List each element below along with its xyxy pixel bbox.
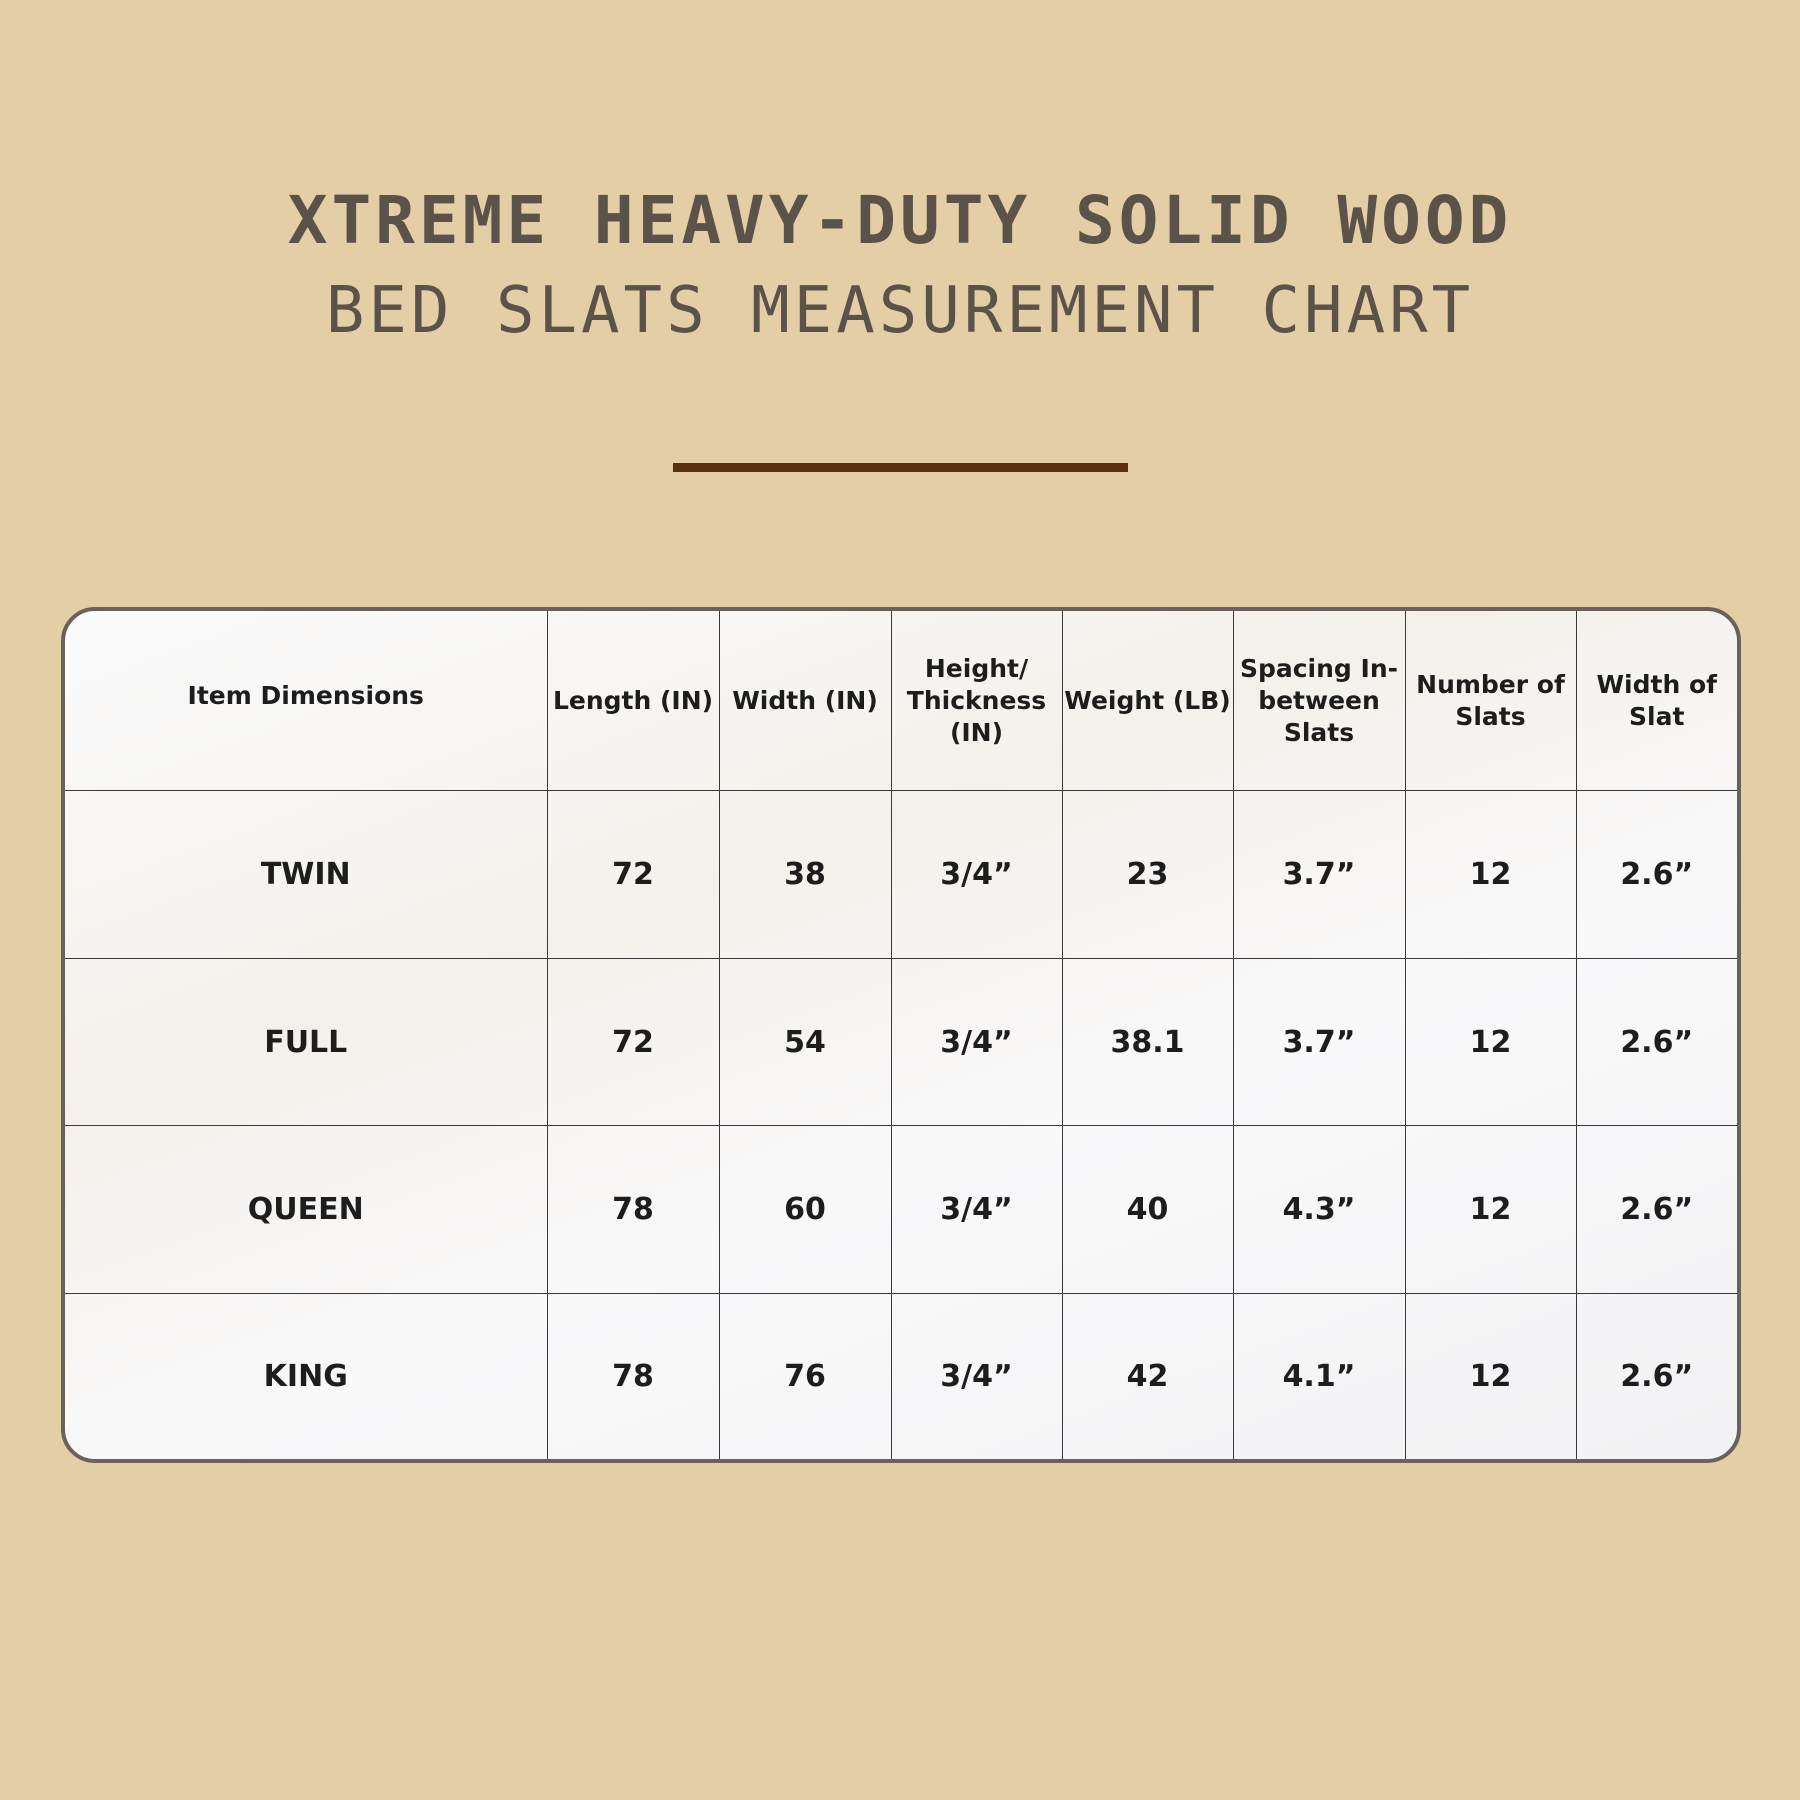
table-row: TWIN 72 38 3/4” 23 3.7” 12 2.6” (65, 790, 1737, 959)
size-label: TWIN (65, 790, 548, 959)
table-cell: 12 (1404, 957, 1577, 1127)
table-cell: 2.6” (1575, 1125, 1737, 1295)
title-line-2: BED SLATS MEASUREMENT CHART (325, 274, 1475, 348)
table-cell: 38.1 (1061, 957, 1234, 1127)
column-header: Width of Slat (1575, 611, 1737, 791)
column-header: Width (IN) (718, 611, 892, 791)
column-header: Item Dimensions (65, 611, 548, 791)
table-cell: 3/4” (890, 1293, 1063, 1459)
table-cell: 3/4” (890, 790, 1063, 959)
column-header: Spacing In-between Slats (1232, 611, 1406, 791)
table-cell: 12 (1404, 790, 1577, 959)
column-header: Weight (LB) (1061, 611, 1234, 791)
table-cell: 12 (1404, 1125, 1577, 1295)
header-row: Item Dimensions Length (IN) Width (IN) Heig… (65, 611, 1737, 791)
table-cell: 78 (546, 1125, 720, 1295)
table-cell: 72 (546, 790, 720, 959)
table-cell: 3.7” (1232, 957, 1406, 1127)
table-cell: 4.1” (1232, 1293, 1406, 1459)
table-cell: 54 (718, 957, 892, 1127)
table-cell: 60 (718, 1125, 892, 1295)
table-row: FULL 72 54 3/4” 38.1 3.7” 12 2.6” (65, 957, 1737, 1127)
table-cell: 2.6” (1575, 957, 1737, 1127)
table-cell: 42 (1061, 1293, 1234, 1459)
measurement-table: Item Dimensions Length (IN) Width (IN) Heig… (61, 607, 1741, 1463)
table-cell: 72 (546, 957, 720, 1127)
table-cell: 3/4” (890, 957, 1063, 1127)
table-cell: 12 (1404, 1293, 1577, 1459)
table-cell: 3/4” (890, 1125, 1063, 1295)
table-cell: 38 (718, 790, 892, 959)
column-header: Height/ Thickness (IN) (890, 611, 1063, 791)
table-cell: 2.6” (1575, 790, 1737, 959)
table-cell: 76 (718, 1293, 892, 1459)
size-label: FULL (65, 957, 548, 1127)
table-cell: 2.6” (1575, 1293, 1737, 1459)
table-cell: 3.7” (1232, 790, 1406, 959)
table-cell: 78 (546, 1293, 720, 1459)
table-row: QUEEN 78 60 3/4” 40 4.3” 12 2.6” (65, 1125, 1737, 1295)
size-label: QUEEN (65, 1125, 548, 1295)
table-cell: 4.3” (1232, 1125, 1406, 1295)
divider (673, 463, 1128, 472)
table-row: KING 78 76 3/4” 42 4.1” 12 2.6” (65, 1293, 1737, 1459)
column-header: Number of Slats (1404, 611, 1577, 791)
table-cell: 40 (1061, 1125, 1234, 1295)
title-line-1: XTREME HEAVY-DUTY SOLID WOOD (287, 182, 1513, 259)
table-cell: 23 (1061, 790, 1234, 959)
column-header: Length (IN) (546, 611, 720, 791)
size-label: KING (65, 1293, 548, 1459)
